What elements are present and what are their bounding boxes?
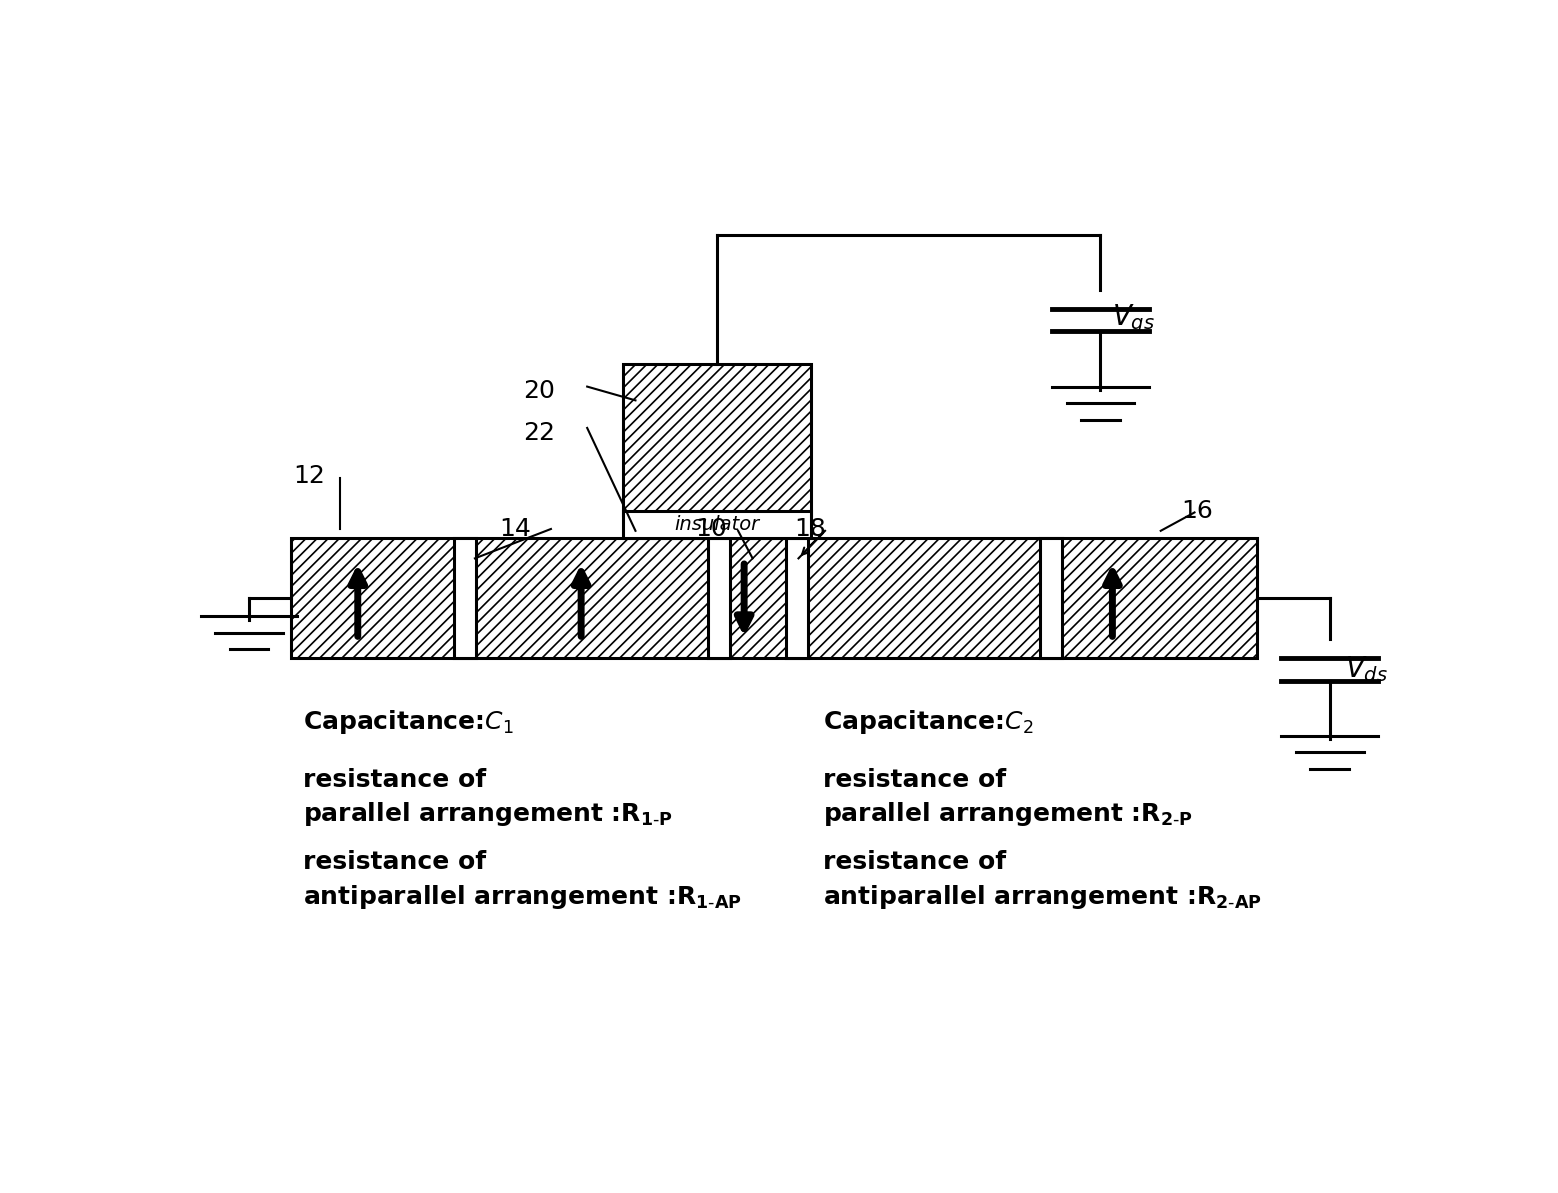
Text: parallel arrangement :$\mathbf{R_{2\text{-}P}}$: parallel arrangement :$\mathbf{R_{2\text…: [823, 801, 1192, 828]
Bar: [623, 511, 810, 538]
Bar: [623, 364, 810, 515]
Text: Capacitance:$C_2$: Capacitance:$C_2$: [823, 709, 1033, 736]
Text: $V_{gs}$: $V_{gs}$: [1112, 303, 1156, 336]
Text: 16: 16: [1181, 499, 1212, 523]
Text: insulator: insulator: [675, 515, 760, 534]
Text: antiparallel arrangement :$\mathbf{R_{1\text{-}AP}}$: antiparallel arrangement :$\mathbf{R_{1\…: [304, 883, 742, 910]
Text: resistance of: resistance of: [304, 768, 486, 792]
Text: 20: 20: [523, 379, 555, 403]
Bar: [787, 538, 809, 657]
Text: 22: 22: [523, 420, 555, 445]
Text: resistance of: resistance of: [823, 851, 1006, 874]
Text: $V_{ds}$: $V_{ds}$: [1346, 654, 1388, 684]
Text: 18: 18: [795, 517, 826, 540]
Text: parallel arrangement :$\mathbf{R_{1\text{-}P}}$: parallel arrangement :$\mathbf{R_{1\text…: [304, 801, 673, 828]
Text: antiparallel arrangement :$\mathbf{R_{2\text{-}AP}}$: antiparallel arrangement :$\mathbf{R_{2\…: [823, 883, 1262, 910]
Text: Capacitance:$C_1$: Capacitance:$C_1$: [304, 709, 514, 736]
Bar: [1041, 538, 1061, 657]
Text: resistance of: resistance of: [823, 768, 1006, 792]
Bar: [455, 538, 477, 657]
Text: 12: 12: [293, 464, 326, 488]
Bar: [707, 538, 729, 657]
Text: resistance of: resistance of: [304, 851, 486, 874]
Text: 10: 10: [696, 517, 728, 540]
Bar: [291, 538, 1257, 657]
Text: 14: 14: [499, 517, 531, 540]
